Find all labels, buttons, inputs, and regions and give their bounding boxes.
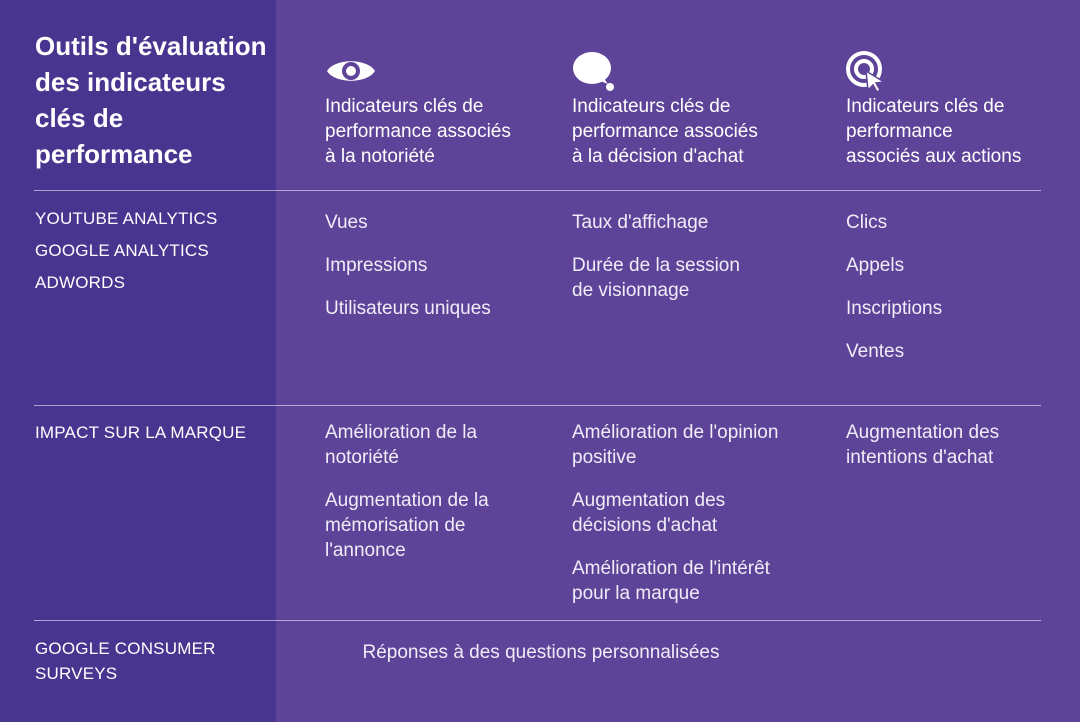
list-item: Amélioration de l'intérêt pour la marque xyxy=(572,558,770,604)
list-item: Amélioration de la notoriété xyxy=(325,422,478,468)
list-item: Utilisateurs uniques xyxy=(325,298,491,319)
column-label: Indicateurs clés de performance associés… xyxy=(846,96,1022,167)
list-item: Appels xyxy=(846,255,905,276)
survey-answer: Réponses à des questions personnalisées xyxy=(276,640,1080,665)
column-header-actions: Indicateurs clés de performance associés… xyxy=(846,48,1021,169)
survey-answer-text: Réponses à des questions personnalisées xyxy=(362,642,720,663)
row-label-analytics: YOUTUBE ANALYTICS GOOGLE ANALYTICS ADWOR… xyxy=(35,203,218,299)
list-item: Augmentation des décisions d'achat xyxy=(572,490,726,536)
cell-decision-brand: Amélioration de l'opinion positive Augme… xyxy=(572,420,778,624)
list-item: Vues xyxy=(325,212,368,233)
tool-adwords: ADWORDS xyxy=(35,273,126,292)
row-label-brand-impact: IMPACT SUR LA MARQUE xyxy=(35,417,246,449)
column-label: Indicateurs clés de performance associés… xyxy=(572,96,758,167)
list-item: Taux d'affichage xyxy=(572,212,709,233)
cell-actions-brand: Augmentation des intentions d'achat xyxy=(846,420,999,488)
page-title: Outils d'évaluation des indicateurs clés… xyxy=(35,31,267,169)
left-band xyxy=(0,0,276,722)
target-cursor-icon xyxy=(846,51,887,94)
divider xyxy=(34,190,1041,191)
list-item: Impressions xyxy=(325,255,428,276)
column-header-purchase-decision: Indicateurs clés de performance associés… xyxy=(572,48,758,169)
list-item: Augmentation de la mémorisation de l'ann… xyxy=(325,490,489,561)
tool-youtube-analytics: YOUTUBE ANALYTICS xyxy=(35,209,218,228)
speech-bubble-icon xyxy=(573,52,614,91)
eye-icon xyxy=(327,61,375,81)
tool-brand-impact: IMPACT SUR LA MARQUE xyxy=(35,423,247,442)
list-item: Amélioration de l'opinion positive xyxy=(572,422,779,468)
list-item: Clics xyxy=(846,212,888,233)
list-item: Inscriptions xyxy=(846,298,943,319)
row-label-consumer-surveys: GOOGLE CONSUMER SURVEYS xyxy=(35,639,216,683)
list-item: Augmentation des intentions d'achat xyxy=(846,422,1000,468)
column-header-awareness: Indicateurs clés de performance associés… xyxy=(325,48,511,169)
cell-awareness-brand: Amélioration de la notoriété Augmentatio… xyxy=(325,420,489,581)
cell-actions-analytics: Clics Appels Inscriptions Ventes xyxy=(846,210,942,364)
divider xyxy=(34,405,1041,406)
column-label: Indicateurs clés de performance associés… xyxy=(325,96,511,167)
list-item: Durée de la session de visionnage xyxy=(572,255,740,301)
cell-decision-analytics: Taux d'affichage Durée de la session de … xyxy=(572,210,740,321)
cell-awareness-analytics: Vues Impressions Utilisateurs uniques xyxy=(325,210,491,339)
tool-google-analytics: GOOGLE ANALYTICS xyxy=(35,241,209,260)
divider xyxy=(34,620,1041,621)
list-item: Ventes xyxy=(846,341,905,362)
